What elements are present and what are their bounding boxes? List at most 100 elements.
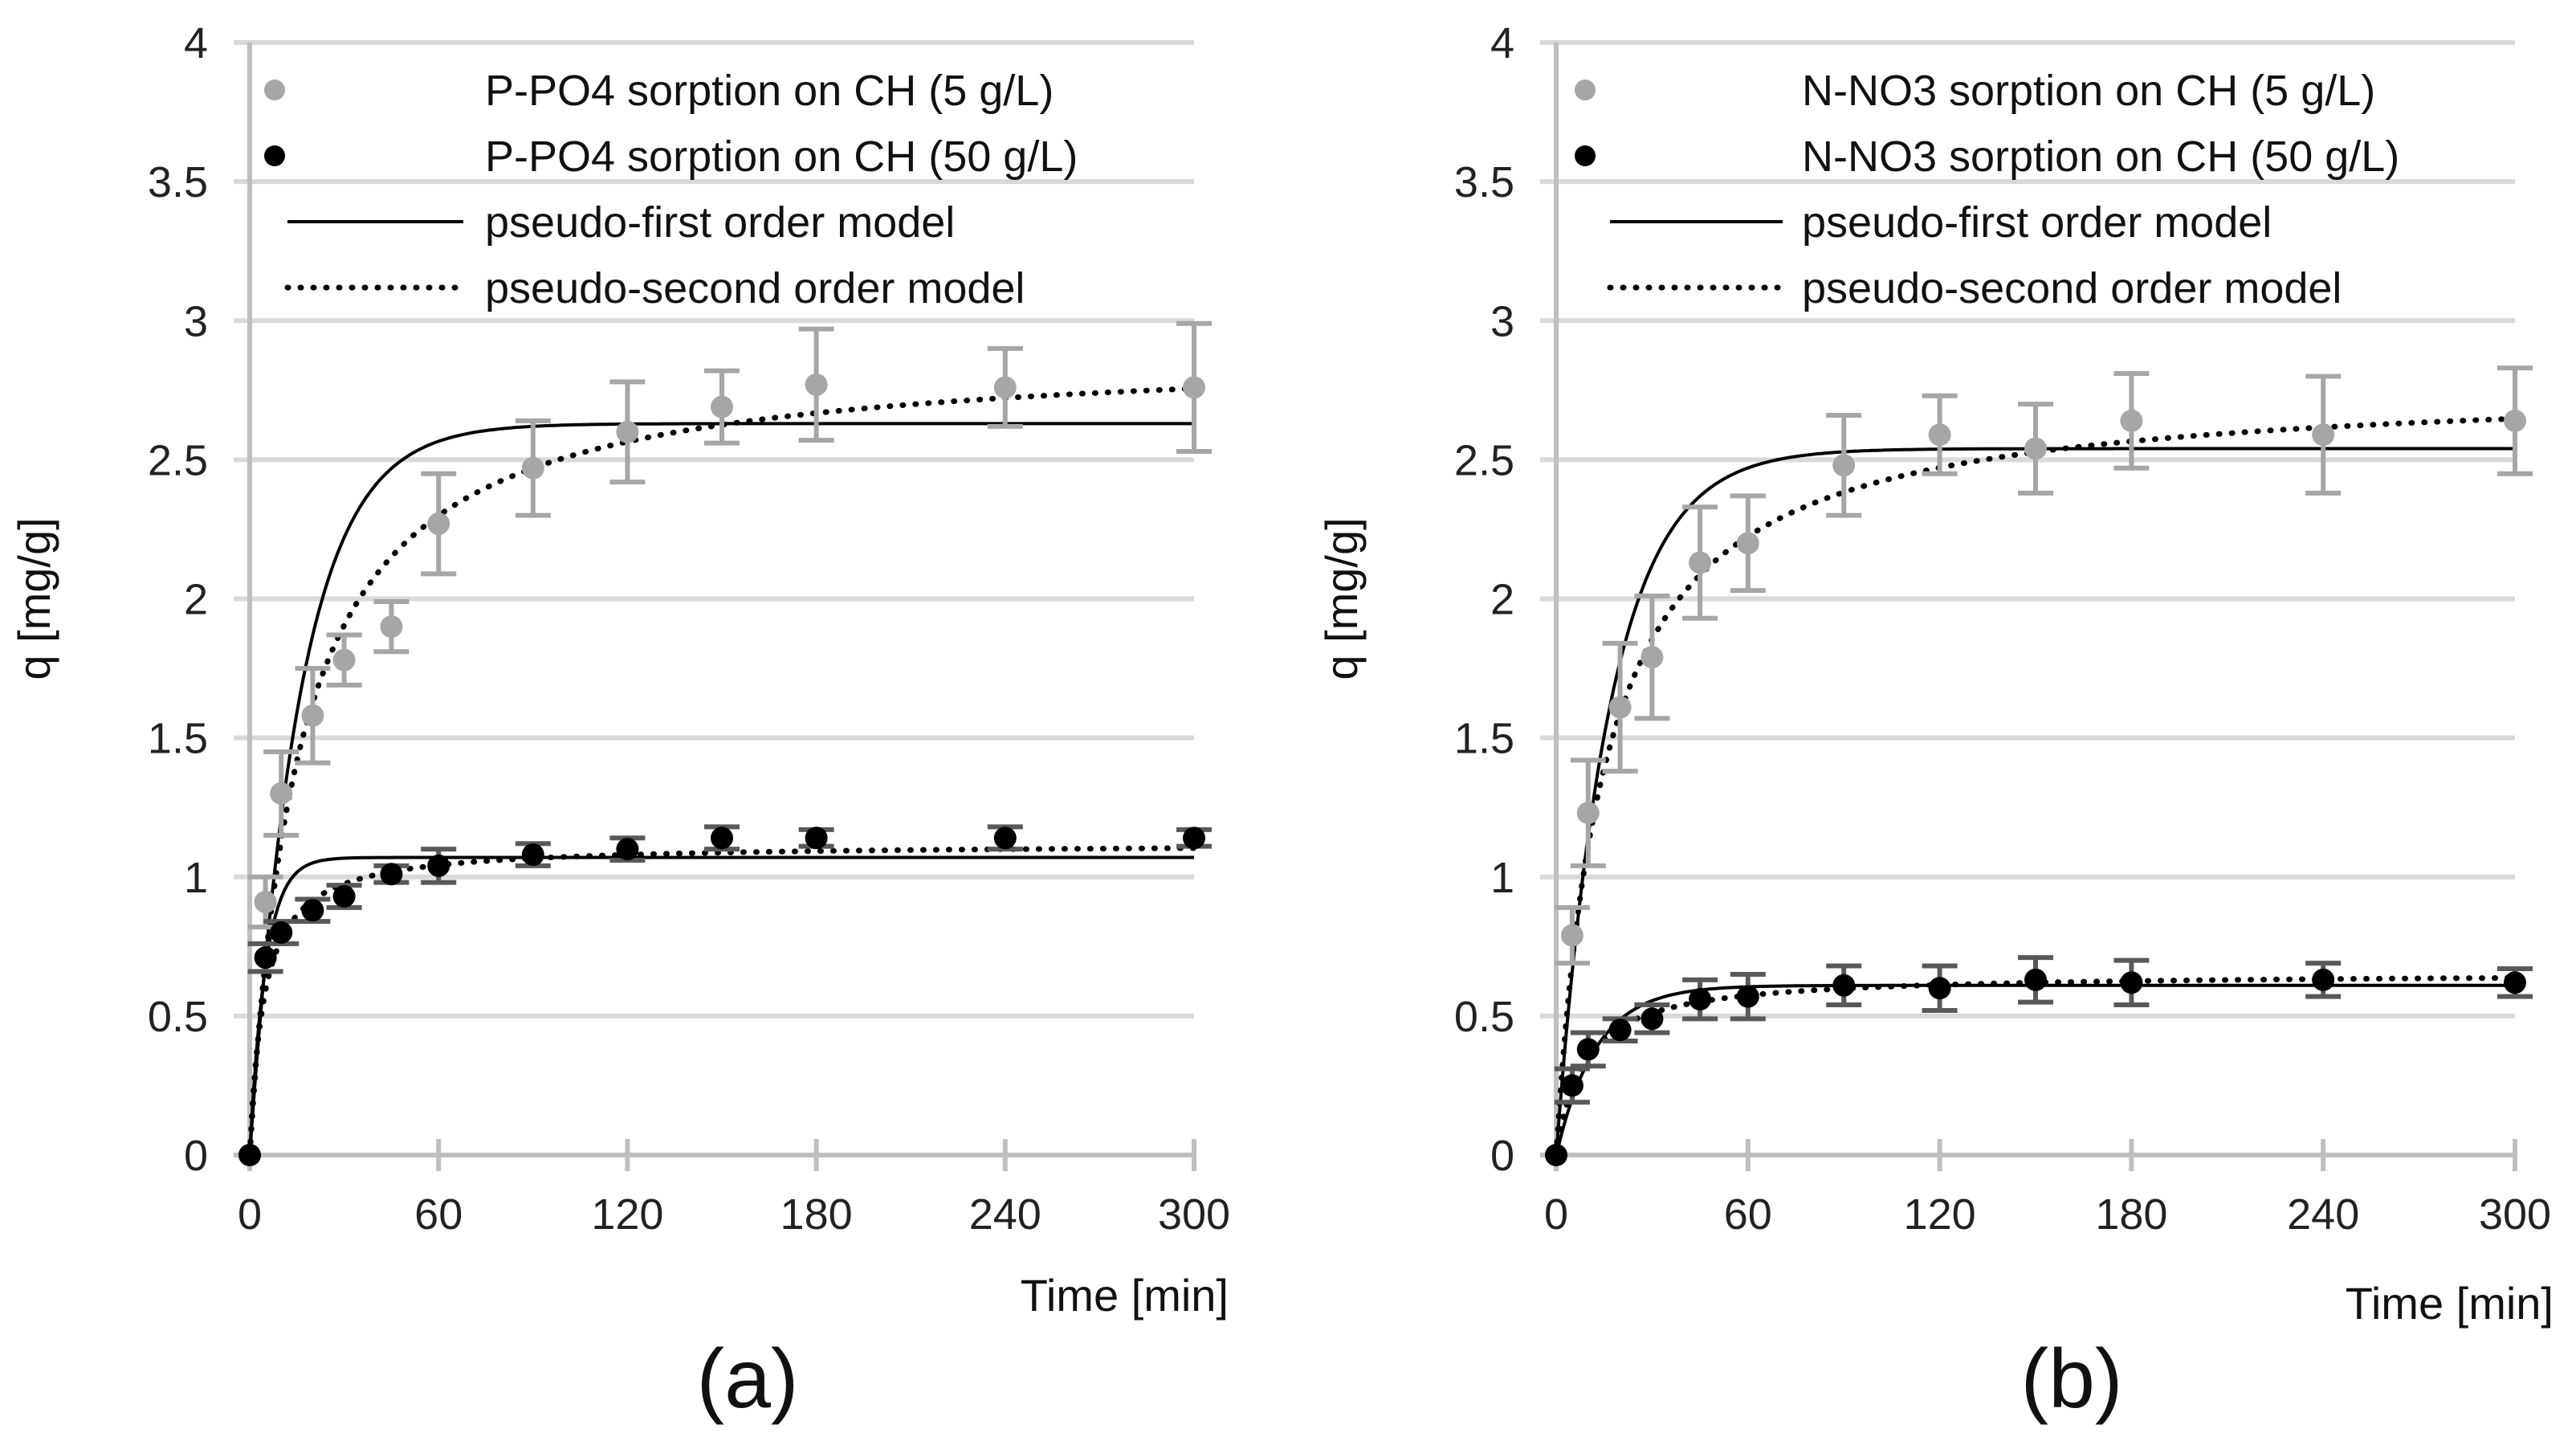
y-tick-label: 4 xyxy=(184,19,208,67)
data-point-50gL xyxy=(1545,1144,1567,1166)
data-point-5gL xyxy=(2120,409,2143,432)
y-tick-label: 0.5 xyxy=(148,993,208,1041)
data-point-50gL xyxy=(238,1144,261,1166)
data-point-50gL xyxy=(993,827,1017,850)
legend-marker xyxy=(264,145,285,166)
data-point-5gL xyxy=(1576,802,1600,825)
data-point-5gL xyxy=(1560,924,1584,947)
data-point-50gL xyxy=(2024,968,2047,991)
data-point-5gL xyxy=(270,782,293,805)
x-tick-label: 60 xyxy=(414,1190,463,1239)
y-tick-label: 1.5 xyxy=(148,715,208,763)
x-tick-label: 240 xyxy=(969,1190,1041,1239)
data-point-5gL xyxy=(301,704,324,727)
y-tick-label: 1 xyxy=(1490,854,1514,902)
data-point-50gL xyxy=(711,827,733,850)
data-point-50gL xyxy=(254,946,277,970)
data-point-5gL xyxy=(1736,532,1759,555)
data-point-5gL xyxy=(2024,437,2047,460)
data-point-50gL xyxy=(1560,1074,1584,1097)
y-axis-label: q [mg/g] xyxy=(9,517,59,680)
y-tick-label: 2.5 xyxy=(1454,436,1514,484)
pseudo-first-order-curve xyxy=(248,422,1194,1156)
y-tick-label: 0 xyxy=(184,1132,208,1180)
data-point-5gL xyxy=(332,648,356,672)
data-point-5gL xyxy=(1928,423,1951,447)
y-tick-label: 1 xyxy=(184,854,208,902)
data-point-5gL xyxy=(1641,646,1664,669)
data-point-50gL xyxy=(1832,974,1856,997)
data-point-5gL xyxy=(1689,551,1712,574)
pseudo-second-order-curve xyxy=(247,845,1197,1158)
data-point-50gL xyxy=(1641,1007,1664,1031)
legend: N-NO3 sorption on CH (5 g/L) N-NO3 sorpti… xyxy=(1575,67,2399,312)
data-point-50gL xyxy=(380,863,403,886)
legend-label: P-PO4 sorption on CH (50 g/L) xyxy=(485,133,1078,181)
data-point-5gL xyxy=(254,890,277,913)
legend: P-PO4 sorption on CH (5 g/L) P-PO4 sorpti… xyxy=(264,67,1078,312)
legend-label: pseudo-first order model xyxy=(485,198,955,247)
x-tick-label: 300 xyxy=(1158,1190,1230,1239)
legend-label: pseudo-second order model xyxy=(1802,264,2342,312)
y-tick-label: 2 xyxy=(184,576,208,624)
data-point-50gL xyxy=(427,854,450,877)
y-tick-label: 0 xyxy=(1490,1132,1514,1180)
y-tick-label: 0.5 xyxy=(1454,993,1514,1041)
y-tick-label: 4 xyxy=(1490,19,1514,67)
x-axis-label: Time [min] xyxy=(2346,1278,2554,1329)
data-point-5gL xyxy=(616,420,639,443)
chart-panel-b: 0 0.5 1 1.5 2 2.5 3 3.5 4 0 60 120 180 240 300 Time [mi… xyxy=(1316,19,2554,1426)
x-tick-label: 180 xyxy=(2095,1190,2167,1239)
data-point-5gL xyxy=(1832,454,1856,477)
panel-label: (a) xyxy=(696,1333,798,1426)
x-axis-label: Time [min] xyxy=(1021,1270,1229,1321)
data-point-5gL xyxy=(1183,376,1205,399)
data-point-5gL xyxy=(2504,409,2526,432)
x-tick-label: 120 xyxy=(591,1190,663,1239)
x-tick-label: 300 xyxy=(2479,1190,2551,1239)
legend-label: pseudo-second order model xyxy=(485,264,1025,312)
x-tick-label: 0 xyxy=(238,1190,262,1239)
y-tick-label: 3.5 xyxy=(1454,158,1514,206)
data-point-50gL xyxy=(1736,985,1759,1008)
data-point-50gL xyxy=(805,827,828,850)
legend-label: N-NO3 sorption on CH (5 g/L) xyxy=(1802,67,2375,115)
pseudo-second-order-curve xyxy=(247,386,1197,1158)
x-tick-label: 60 xyxy=(1724,1190,1772,1239)
data-point-5gL xyxy=(521,456,544,480)
data-point-5gL xyxy=(380,615,403,639)
x-tick-label: 180 xyxy=(781,1190,853,1239)
data-point-50gL xyxy=(332,884,356,908)
legend-marker xyxy=(1575,80,1596,100)
y-tick-label: 2.5 xyxy=(148,436,208,484)
data-point-50gL xyxy=(2120,971,2143,994)
chart-panel-a: 0 0.5 1 1.5 2 2.5 3 3.5 4 0 60 120 180 240 300 Time [mi… xyxy=(9,19,1230,1426)
legend-label: P-PO4 sorption on CH (5 g/L) xyxy=(485,67,1054,115)
data-point-50gL xyxy=(1928,977,1951,1000)
pseudo-first-order-curve xyxy=(248,855,1194,1156)
data-point-5gL xyxy=(427,512,450,536)
data-point-5gL xyxy=(805,373,828,396)
data-point-5gL xyxy=(993,376,1017,399)
y-tick-label: 1.5 xyxy=(1454,715,1514,763)
panel-label: (b) xyxy=(2020,1333,2122,1426)
legend-label: pseudo-first order model xyxy=(1802,198,2272,247)
data-point-50gL xyxy=(2504,971,2526,994)
y-tick-label: 2 xyxy=(1490,576,1514,624)
x-tick-label: 120 xyxy=(1904,1190,1976,1239)
data-point-50gL xyxy=(270,921,293,944)
x-tick-label: 240 xyxy=(2287,1190,2359,1239)
y-axis-label: q [mg/g] xyxy=(1316,517,1367,680)
legend-marker xyxy=(1575,145,1596,166)
data-point-5gL xyxy=(1608,696,1632,719)
y-tick-label: 3 xyxy=(1490,297,1514,345)
data-point-50gL xyxy=(301,899,324,922)
legend-label: N-NO3 sorption on CH (50 g/L) xyxy=(1802,133,2399,181)
y-tick-label: 3 xyxy=(184,297,208,345)
data-point-50gL xyxy=(521,843,544,867)
y-tick-label: 3.5 xyxy=(148,158,208,206)
data-point-50gL xyxy=(1576,1038,1600,1061)
data-point-50gL xyxy=(1689,988,1712,1011)
data-point-50gL xyxy=(616,838,639,861)
pseudo-second-order-curve xyxy=(1553,415,2518,1158)
